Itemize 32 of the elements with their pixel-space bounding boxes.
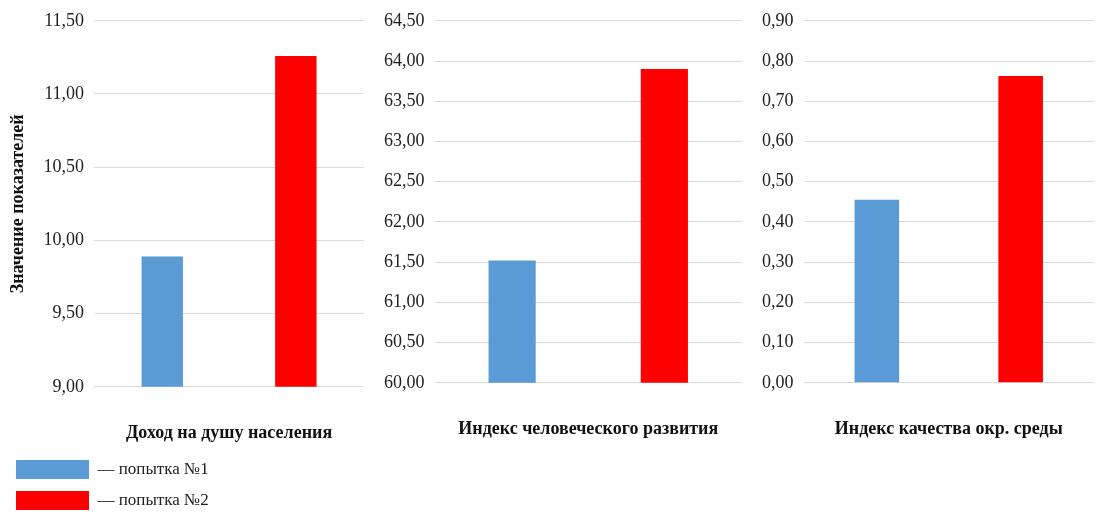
y-tick-label: 64,00 bbox=[384, 49, 425, 70]
y-tick-label: 0,00 bbox=[762, 371, 794, 392]
y-tick-label: 60,00 bbox=[384, 371, 425, 392]
y-tick-label: 0,60 bbox=[762, 130, 794, 151]
legend-label: — попытка №2 bbox=[96, 489, 209, 509]
y-tick-label: 0,90 bbox=[762, 9, 794, 30]
x-axis-title: Доход на душу населения bbox=[125, 421, 333, 442]
y-tick-label: 0,30 bbox=[762, 250, 794, 271]
y-tick-label: 9,50 bbox=[52, 302, 85, 323]
y-tick-label: 0,40 bbox=[762, 210, 794, 231]
y-tick-label: 0,50 bbox=[762, 170, 794, 191]
y-tick-label: 9,00 bbox=[52, 375, 85, 396]
y-tick-label: 0,10 bbox=[762, 331, 794, 352]
y-tick-label: 11,50 bbox=[44, 9, 85, 30]
y-tick-label: 0,70 bbox=[762, 89, 794, 110]
y-tick-label: 63,00 bbox=[384, 130, 425, 151]
y-tick-label: 62,00 bbox=[384, 210, 425, 231]
y-tick-label: 10,00 bbox=[43, 229, 85, 250]
y-tick-label: 63,50 bbox=[384, 89, 425, 110]
y-tick-label: 10,50 bbox=[43, 155, 85, 176]
y-tick-label: 62,50 bbox=[384, 170, 425, 191]
y-tick-label: 61,50 bbox=[384, 250, 425, 271]
x-axis-title: Индекс качества окр. среды bbox=[834, 417, 1063, 438]
y-tick-label: 11,00 bbox=[44, 82, 85, 103]
y-axis-title: Значение показателей bbox=[7, 114, 28, 294]
y-tick-label: 64,50 bbox=[384, 9, 425, 30]
y-tick-label: 61,00 bbox=[384, 291, 425, 312]
y-tick-label: 60,50 bbox=[384, 331, 425, 352]
x-axis-title: Индекс человеческого развития bbox=[458, 417, 719, 438]
y-tick-label: 0,80 bbox=[762, 49, 794, 70]
y-tick-label: 0,20 bbox=[762, 291, 794, 312]
legend-label: — попытка №1 bbox=[96, 458, 209, 478]
